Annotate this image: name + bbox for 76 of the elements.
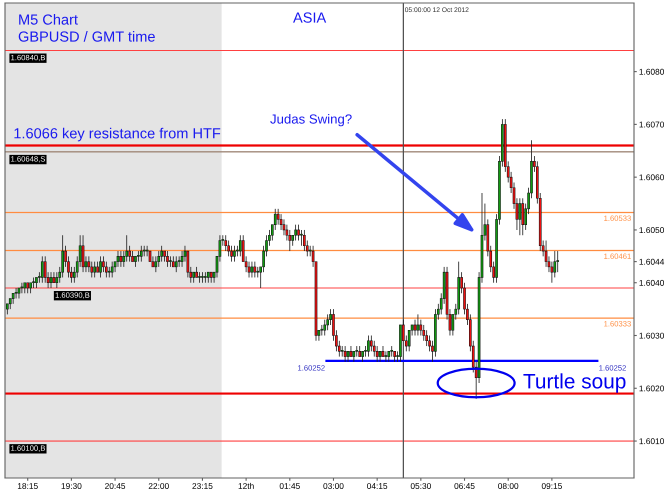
x-tick-label: 23:15 — [192, 483, 213, 489]
candlestick — [99, 256, 102, 278]
candlestick — [110, 261, 114, 278]
candlestick — [367, 335, 370, 358]
candlestick — [254, 261, 256, 278]
y-tick-label: 1.6020 — [639, 385, 664, 392]
candlestick — [32, 277, 35, 288]
candlestick — [172, 256, 175, 268]
candlestick — [50, 272, 52, 288]
candlestick — [192, 272, 196, 284]
annotation: Turtle soup — [523, 373, 626, 393]
candlestick — [23, 282, 26, 294]
candlestick — [250, 261, 254, 278]
candlestick — [350, 346, 352, 358]
candlestick — [14, 288, 18, 299]
candlestick — [384, 350, 388, 362]
candlestick — [346, 350, 350, 362]
annotation: Judas Swing? — [270, 114, 352, 126]
candlestick — [169, 256, 172, 268]
candlestick — [20, 282, 24, 294]
x-tick-label: 19:30 — [62, 483, 82, 489]
candlestick — [294, 224, 297, 241]
candlestick — [344, 346, 346, 362]
x-tick-label: 09:15 — [542, 483, 562, 489]
ref-line-label: 1.6066 key resistance from HTF — [14, 128, 220, 142]
x-tick-label: 22:00 — [148, 483, 169, 489]
candlestick — [206, 272, 210, 284]
annotation: ASIA — [293, 12, 326, 23]
candlestick — [96, 261, 99, 273]
candlestick — [204, 272, 207, 284]
y-tick-label: 1.6044 — [639, 258, 664, 265]
x-tick-label: 08:00 — [498, 483, 518, 489]
candlestick — [166, 250, 169, 268]
candlestick — [174, 256, 178, 273]
candlestick — [201, 272, 204, 284]
x-tick-label: 12th — [238, 482, 254, 489]
candlestick — [52, 272, 56, 284]
x-tick-label: 01:45 — [280, 483, 300, 489]
candlestick — [521, 198, 524, 236]
candlestick — [320, 324, 324, 336]
x-tick-label: 03:00 — [323, 483, 344, 489]
candlestick — [416, 314, 420, 336]
candlestick — [390, 346, 394, 358]
candlestick — [358, 346, 362, 358]
annotation: GBPUSD / GMT time — [18, 31, 155, 42]
y-tick-label: 1.6070 — [639, 122, 664, 128]
candlestick — [82, 234, 84, 273]
annotation: M5 Chart — [19, 14, 78, 25]
candlestick — [198, 272, 201, 284]
x-tick-label: 18:15 — [18, 483, 38, 489]
y-tick-label: 1.6050 — [639, 227, 664, 234]
candlestick — [26, 282, 30, 294]
x-tick-label: 20:45 — [105, 483, 126, 489]
candlestick — [210, 272, 212, 284]
candlestick — [137, 250, 140, 262]
y-tick-label: 1.6060 — [639, 174, 664, 180]
y-tick-label: 1.6080 — [639, 68, 664, 75]
y-tick-label: 1.6040 — [639, 280, 664, 286]
candlestick — [355, 346, 358, 358]
x-tick-label: 04:15 — [367, 483, 388, 489]
y-tick-label: 1.6010 — [639, 438, 664, 444]
x-tick-label: 06:45 — [454, 483, 475, 489]
candlestick — [120, 250, 122, 268]
candlestick — [140, 245, 143, 262]
candlestick — [233, 245, 236, 262]
candlestick — [128, 245, 131, 262]
candlestick — [256, 266, 260, 278]
candlestick — [40, 256, 44, 284]
candlestick — [414, 319, 416, 336]
candlestick — [108, 266, 111, 278]
candlestick — [518, 198, 522, 236]
candlestick — [378, 350, 382, 362]
x-tick-label: 05:30 — [410, 483, 431, 489]
candlestick — [116, 250, 120, 268]
y-tick-label: 1.6030 — [639, 332, 664, 339]
candlestick — [93, 261, 96, 278]
